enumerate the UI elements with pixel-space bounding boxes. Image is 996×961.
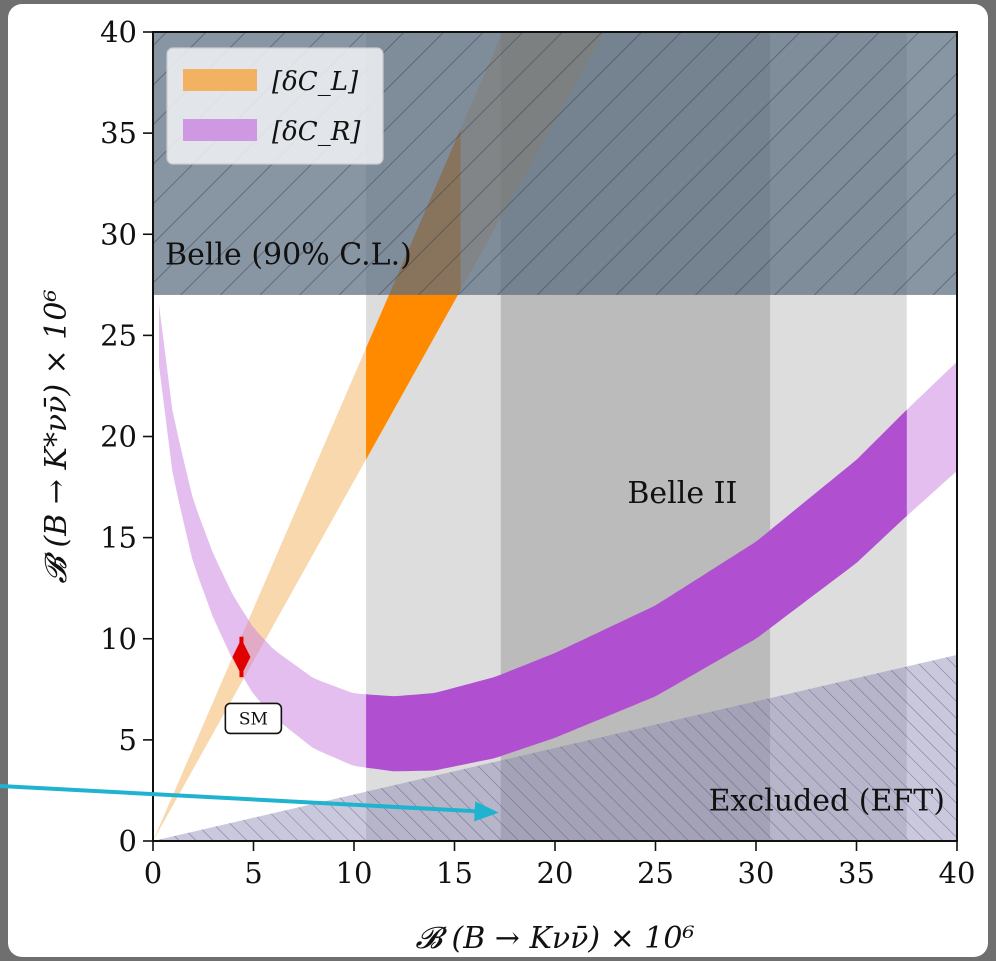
y-tick-label-1: 5 <box>119 723 137 757</box>
annotation-arrow <box>0 784 499 822</box>
x-tick-label-6: 30 <box>738 856 775 890</box>
belle2-region-label: Belle II <box>627 476 737 511</box>
delta-cr-band-highlight <box>366 409 907 772</box>
legend-swatch-delta-cr <box>183 119 257 141</box>
y-tick-label-2: 10 <box>100 622 137 656</box>
axis-ticks: 0 5 10 15 20 25 30 35 40 0 5 10 15 20 25 30 35 40 <box>100 15 975 890</box>
sm-label-box <box>224 702 283 735</box>
annotation-arrow-line <box>0 784 485 814</box>
x-tick-label-7: 35 <box>838 856 875 890</box>
x-tick-label-1: 5 <box>244 856 262 890</box>
x-tick-label-0: 0 <box>144 856 162 890</box>
y-tick-label-6: 30 <box>100 217 137 251</box>
legend-swatch-delta-cl <box>183 69 257 91</box>
x-tick-label-3: 15 <box>436 856 473 890</box>
belle-region-label: Belle (90% C.L.) <box>165 238 412 273</box>
y-tick-label-3: 15 <box>100 521 137 555</box>
excluded-eft-label: Excluded (EFT) <box>709 784 945 819</box>
y-axis-title: 𝓑 (B → K*νν̄) × 10⁶ <box>39 290 74 584</box>
legend: [δC_L] [δC_R] <box>166 47 384 165</box>
y-tick-label-7: 35 <box>100 116 137 150</box>
annotation-arrow-head <box>474 801 499 822</box>
x-tick-label-4: 20 <box>537 856 574 890</box>
x-axis-title: 𝓑 (B → Kνν̄) × 10⁶ <box>416 921 695 956</box>
y-tick-label-8: 40 <box>100 15 137 49</box>
x-tick-label-5: 25 <box>637 856 674 890</box>
legend-label-delta-cr: [δC_R] <box>272 117 361 147</box>
x-tick-label-8: 40 <box>939 856 976 890</box>
excluded-eft-hatch <box>153 654 957 841</box>
sm-label: SM <box>239 709 268 729</box>
x-tick-label-2: 10 <box>336 856 373 890</box>
y-tick-label-0: 0 <box>119 824 137 858</box>
sm-point <box>232 638 251 675</box>
y-tick-label-4: 20 <box>100 420 137 454</box>
y-tick-label-5: 25 <box>100 318 137 352</box>
legend-label-delta-cl: [δC_L] <box>272 67 359 97</box>
